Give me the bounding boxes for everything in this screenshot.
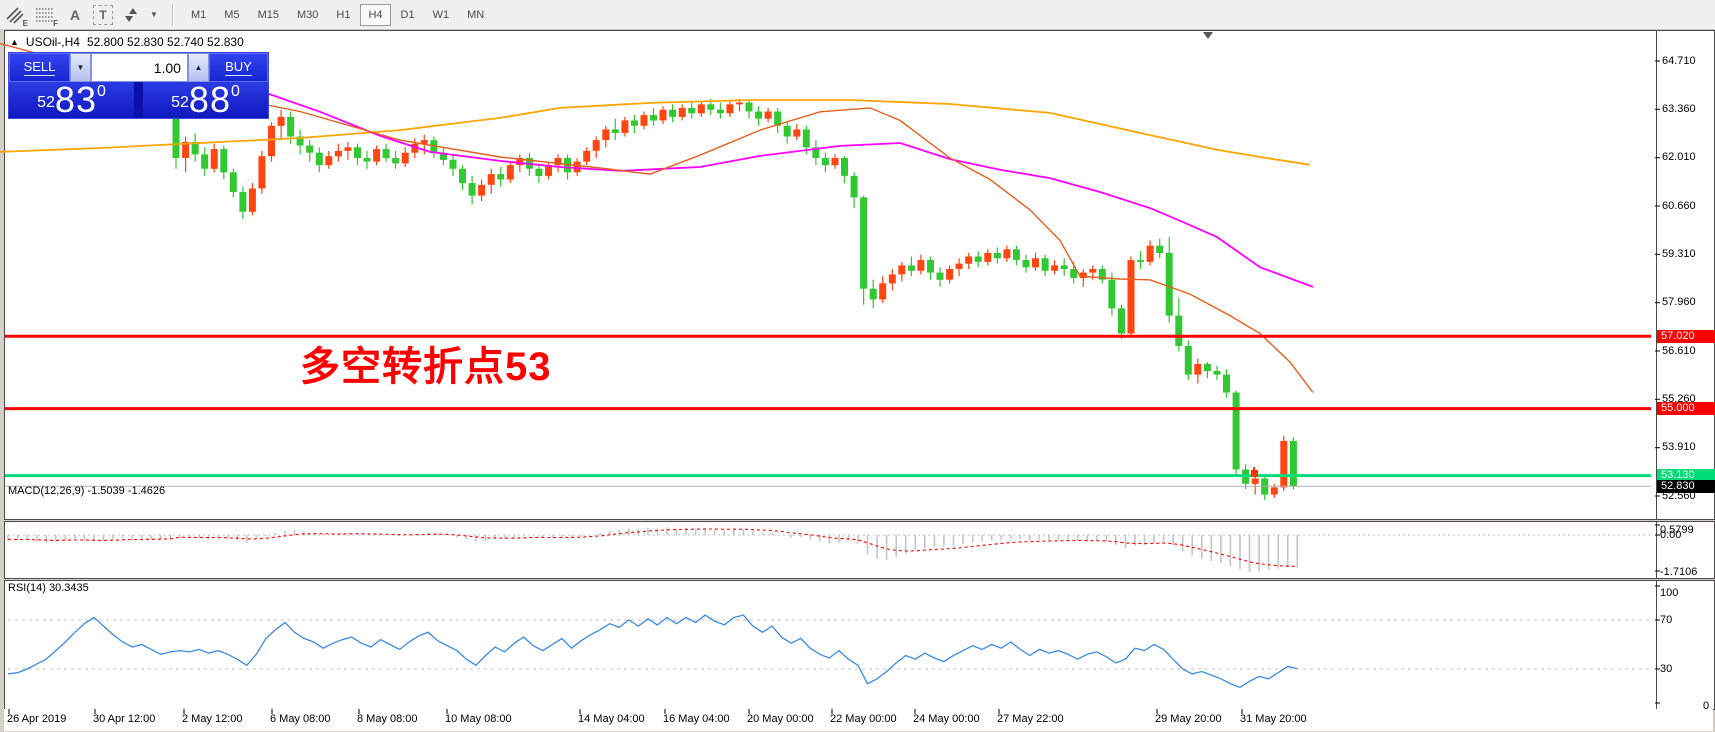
price-axis-tick: 63.360	[1662, 102, 1696, 115]
price-axis-tick: 62.010	[1662, 151, 1696, 164]
price-axis-tick: 57.960	[1662, 296, 1696, 309]
rsi-axis-border	[1656, 581, 1657, 709]
time-axis-label: 22 May 00:00	[830, 713, 897, 725]
timeframe-button-m15[interactable]: M15	[257, 8, 279, 21]
icon-sub-e: E	[22, 18, 28, 28]
draw-channel-icon[interactable]: E	[3, 3, 28, 28]
rsi-axis-tick: 100	[1660, 587, 1679, 599]
text-label-icon[interactable]: A	[69, 6, 81, 23]
price-level-badge: 55.000	[1657, 402, 1715, 416]
rsi-axis-tick: 70	[1660, 614, 1673, 626]
timeframe-button-h1[interactable]: H1	[336, 8, 351, 21]
volume-decrease-button[interactable]: ▼	[69, 53, 91, 82]
arrows-dropdown-caret[interactable]: ▼	[150, 10, 158, 19]
time-axis-label: 30 Apr 12:00	[93, 713, 156, 725]
buy-button[interactable]: BUY	[208, 53, 268, 82]
timeframe-button-w1[interactable]: W1	[432, 8, 450, 21]
timeframe-button-mn[interactable]: MN	[467, 8, 485, 21]
sell-price-small: 52	[37, 94, 55, 111]
price-axis-tick: 55.260	[1662, 392, 1696, 405]
price-level-badge: 52.830	[1657, 479, 1715, 493]
macd-axis-tick: -1.7106	[1660, 565, 1698, 578]
rsi-axis-tick: 0	[1703, 699, 1710, 712]
time-axis-label: 20 May 00:00	[747, 713, 814, 725]
ohlc-values: 52.800 52.830 52.740 52.830	[86, 35, 244, 49]
price-level-badge: 53.130	[1657, 469, 1715, 483]
time-axis-label: 6 May 08:00	[270, 713, 331, 725]
time-axis-label: 26 Apr 2019	[7, 713, 67, 725]
buy-price-sup: 0	[230, 83, 240, 100]
rsi-panel[interactable]	[4, 580, 1715, 710]
chart-annotation-text[interactable]: 多空转折点53	[300, 345, 552, 389]
timeframe-button-m5[interactable]: M5	[224, 8, 240, 21]
time-axis-label: 14 May 04:00	[578, 713, 645, 725]
time-axis-label: 29 May 20:00	[1155, 713, 1222, 725]
volume-input[interactable]	[90, 53, 188, 82]
rsi-axis-tick: 30	[1660, 663, 1673, 675]
time-axis-label: 16 May 04:00	[663, 713, 730, 725]
price-axis-tick: 59.310	[1662, 247, 1696, 260]
chart-title: ▲ USOil-,H4 52.800 52.830 52.740 52.830	[10, 35, 244, 49]
time-axis-label: 10 May 08:00	[445, 713, 512, 725]
timeframe-button-d1[interactable]: D1	[400, 8, 415, 21]
timeframe-button-h4[interactable]: H4	[360, 3, 391, 26]
macd-axis-tick: 0.5799	[1660, 524, 1694, 536]
price-axis-tick: 56.610	[1662, 344, 1696, 357]
text-box-icon[interactable]: T	[93, 4, 113, 25]
sell-price-sup: 0	[96, 83, 106, 100]
icon-sub-f: F	[53, 18, 58, 28]
symbol-title: USOil-,H4	[25, 35, 80, 49]
macd-panel[interactable]	[4, 521, 1715, 579]
time-axis-label: 31 May 20:00	[1240, 713, 1307, 725]
collapse-icon[interactable]: ▲	[10, 37, 19, 47]
time-axis[interactable]	[4, 709, 1713, 731]
fibonacci-icon[interactable]: F	[33, 3, 58, 28]
price-axis-tick: 53.910	[1662, 441, 1696, 454]
sell-button[interactable]: SELL	[9, 53, 70, 82]
time-axis-label: 24 May 00:00	[913, 713, 980, 725]
toolbar-separator	[172, 3, 174, 26]
sell-price-big: 83	[54, 79, 97, 120]
macd-axis-border	[1656, 522, 1657, 578]
time-axis-label: 27 May 22:00	[997, 713, 1064, 725]
price-axis-tick: 60.660	[1662, 199, 1696, 212]
buy-price-big: 88	[188, 79, 231, 120]
time-axis-label: 8 May 08:00	[357, 713, 418, 725]
timeframe-button-m30[interactable]: M30	[296, 8, 319, 21]
macd-label: MACD(12,26,9) -1.5039 -1.4626	[8, 485, 166, 497]
buy-price-button[interactable]: 52 88 0	[143, 82, 268, 118]
price-level-badge: 57.020	[1657, 329, 1715, 343]
arrows-tool-icon[interactable]	[119, 3, 143, 27]
buy-price-small: 52	[171, 94, 189, 111]
macd-axis-tick: 0.00	[1660, 529, 1682, 541]
price-axis-tick: 64.710	[1662, 54, 1696, 67]
rsi-label: RSI(14) 30.3435	[8, 582, 89, 594]
timeframe-group: M1 M5 M15 M30 H1 H4 D1 W1 MN	[182, 3, 493, 26]
toolbar: E F A T ▼ M1 M5 M15 M30 H1 H4 D1 W1 MN	[0, 0, 1715, 30]
price-axis-border	[1656, 31, 1657, 519]
volume-increase-button[interactable]: ▲	[187, 53, 209, 82]
sell-price-button[interactable]: 52 83 0	[9, 82, 134, 118]
timeframe-button-m1[interactable]: M1	[191, 8, 207, 21]
time-axis-label: 2 May 12:00	[182, 713, 243, 725]
